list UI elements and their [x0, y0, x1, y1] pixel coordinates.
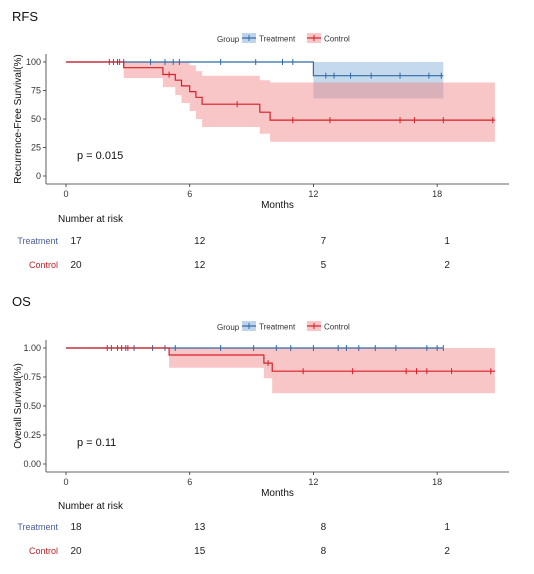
- risk-count: 1: [444, 236, 450, 247]
- panel-label: RFS: [12, 9, 38, 24]
- x-tick-label: 18: [432, 477, 442, 487]
- survival-curve-control: [66, 61, 495, 121]
- y-tick-label: 50: [31, 114, 41, 124]
- risk-count: 8: [321, 546, 327, 557]
- legend-label-treatment: Treatment: [259, 323, 296, 332]
- x-tick-label: 6: [187, 189, 192, 199]
- legend-label-control: Control: [324, 35, 350, 44]
- legend-label-control: Control: [324, 323, 350, 332]
- risk-table-group-treatment: Treatment: [17, 522, 58, 532]
- risk-table-group-control: Control: [29, 546, 58, 556]
- legend-title: Group: [217, 35, 240, 44]
- y-axis-label: Overall Survival(%): [13, 363, 24, 449]
- risk-count: 7: [321, 236, 327, 247]
- risk-table-group-treatment: Treatment: [17, 236, 58, 246]
- legend-label-treatment: Treatment: [259, 35, 296, 44]
- x-tick-label: 0: [63, 477, 68, 487]
- panel-label: OS: [12, 294, 31, 309]
- x-axis-label: Months: [261, 200, 294, 211]
- risk-count: 13: [194, 522, 206, 533]
- risk-count: 17: [70, 236, 82, 247]
- ci-band-treatment: [66, 62, 444, 99]
- survival-curve-control: [66, 347, 495, 372]
- risk-count: 5: [321, 260, 327, 271]
- y-tick-label: 0.00: [23, 459, 41, 469]
- y-tick-label: 25: [31, 143, 41, 153]
- y-tick-label: 0: [36, 171, 41, 181]
- risk-count: 18: [70, 522, 82, 533]
- ci-band-control: [66, 62, 495, 142]
- x-tick-label: 12: [308, 189, 318, 199]
- x-tick-label: 6: [187, 477, 192, 487]
- risk-count: 15: [194, 546, 206, 557]
- p-value-annotation: p = 0.11: [77, 437, 116, 449]
- x-axis-label: Months: [261, 488, 294, 499]
- y-axis-label: Recurrence-Free Survival(%): [13, 54, 24, 183]
- p-value-annotation: p = 0.015: [77, 150, 123, 162]
- survival-curve-treatment: [66, 61, 444, 77]
- risk-count: 1: [444, 522, 450, 533]
- y-tick-label: 75: [31, 86, 41, 96]
- risk-table-group-control: Control: [29, 260, 58, 270]
- y-tick-label: 1.00: [23, 343, 41, 353]
- y-tick-label: 100: [26, 57, 41, 67]
- risk-count: 2: [444, 260, 450, 271]
- risk-count: 12: [194, 236, 206, 247]
- risk-count: 2: [444, 546, 450, 557]
- risk-count: 8: [321, 522, 327, 533]
- y-tick-label: 0.75: [23, 372, 41, 382]
- risk-table-title: Number at risk: [58, 214, 124, 225]
- risk-count: 12: [194, 260, 206, 271]
- risk-count: 20: [70, 546, 82, 557]
- risk-table-title: Number at risk: [58, 501, 124, 512]
- y-tick-label: 0.50: [23, 401, 41, 411]
- y-tick-label: 0.25: [23, 430, 41, 440]
- risk-count: 20: [70, 260, 82, 271]
- x-tick-label: 12: [308, 477, 318, 487]
- legend-title: Group: [217, 323, 240, 332]
- x-tick-label: 0: [63, 189, 68, 199]
- x-tick-label: 18: [432, 189, 442, 199]
